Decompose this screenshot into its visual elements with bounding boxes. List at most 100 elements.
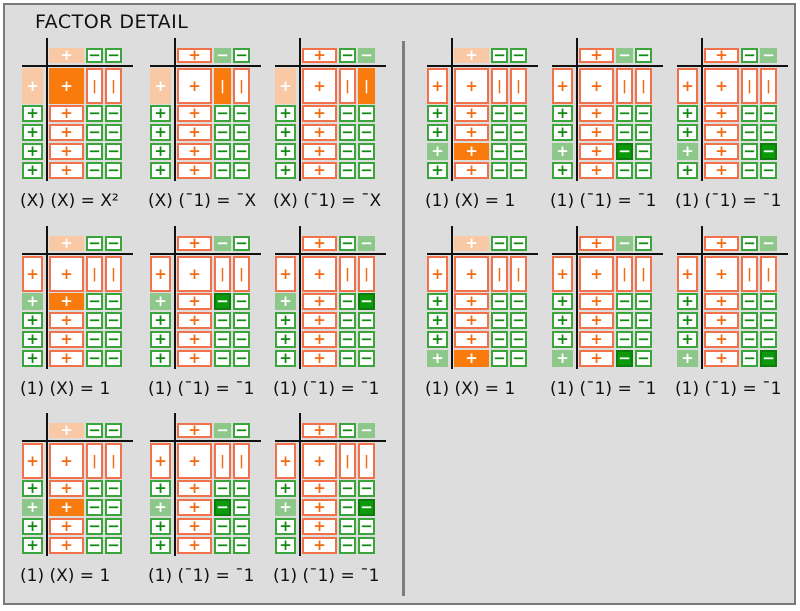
product-neg1-tile: − [86,518,103,535]
minus-icon: − [512,349,525,367]
product-neg1-tile: − [339,143,356,160]
plus-icon: + [154,451,167,470]
plus-icon: + [556,76,569,95]
plus-icon: + [188,349,201,367]
left-x-tile: + [22,68,43,104]
product-x2-tile: + [302,443,337,479]
vertical-axis-line [451,38,453,181]
plus-icon: + [431,311,444,329]
panel-title: FACTOR DETAIL [35,11,189,33]
plus-icon: + [154,536,167,554]
product-negx-tile: | [339,68,356,104]
plus-icon: + [188,498,201,516]
plus-icon: + [431,330,444,348]
product-negx-tile: | [214,256,231,292]
left-unit-tile: + [150,312,171,329]
plus-icon: + [60,46,73,64]
factor-equation: (1) (X) = 1 [20,566,111,586]
plus-icon: + [313,421,326,439]
vertical-axis-line [701,226,703,369]
plus-icon: + [313,479,326,497]
product-neg1-tile: − [105,537,122,554]
product-neg1-tile: − [233,331,250,348]
plus-icon: + [465,76,478,95]
plus-icon: + [590,292,603,310]
vertical-axis-line [451,226,453,369]
product-neg1-tile: − [86,312,103,329]
plus-icon: + [556,311,569,329]
factor-equation: (1) (¯1) = ¯1 [550,379,657,399]
plus-icon: + [60,451,73,470]
factor-equation: (1) (¯1) = ¯1 [148,379,255,399]
factor-diagram-r1: + − − + + + + + + | | + − − + − − + − − + − − (1) (X) = 1 [425,38,552,233]
bar-icon: | [92,266,97,282]
bar-icon: | [766,266,771,282]
product-neg1-tile: − [214,162,231,179]
minus-icon: − [341,123,354,141]
bar-icon: | [111,453,116,469]
minus-icon: − [743,292,756,310]
product-x-tile: + [302,350,337,367]
factor-diagram-l5: + − − + + + + + + | | + − − + − − + − − + − − (1) (¯1) = ¯1 [148,226,275,421]
minus-icon: − [512,161,525,179]
minus-icon: − [360,142,373,160]
bar-icon: | [220,78,225,94]
minus-icon: − [235,479,248,497]
minus-icon: − [743,123,756,141]
left-x-tile: + [22,256,43,292]
top-neg1-tile: − [616,48,633,63]
plus-icon: + [465,161,478,179]
plus-icon: + [26,161,39,179]
minus-icon: − [235,421,248,439]
horizontal-axis-line [22,253,133,255]
left-x-tile: + [427,256,448,292]
minus-icon: − [235,142,248,160]
horizontal-axis-line [677,253,788,255]
product-neg1-tile: − [491,162,508,179]
product-x2-tile: + [704,256,739,292]
product-neg1-tile: − [358,124,375,141]
top-x-tile: + [302,236,337,251]
product-neg1-tile: − [86,293,103,310]
product-x-tile: + [302,162,337,179]
plus-icon: + [60,517,73,535]
product-neg1-tile: − [339,499,356,516]
plus-icon: + [590,264,603,283]
product-x-tile: + [454,331,489,348]
product-neg1-tile: − [491,312,508,329]
product-neg1-tile: − [233,162,250,179]
factor-diagram-l3: + − − + + + + + + | | + − − + − − + − − + − − (X) (¯1) = ¯X [273,38,400,233]
minus-icon: − [216,479,229,497]
minus-icon: − [235,498,248,516]
left-unit-tile: + [427,350,448,367]
product-neg1-tile: − [86,499,103,516]
product-neg1-tile: − [214,105,231,122]
left-unit-tile: + [552,143,573,160]
top-neg1-tile: − [214,423,231,438]
product-neg1-tile: − [105,499,122,516]
product-neg1-tile: − [233,499,250,516]
left-x-tile: + [552,256,573,292]
left-unit-tile: + [150,143,171,160]
product-x-tile: + [302,499,337,516]
product-x-tile: + [704,124,739,141]
minus-icon: − [637,104,650,122]
top-x-tile: + [49,423,84,438]
left-unit-tile: + [275,499,296,516]
factor-equation: (1) (¯1) = ¯1 [675,379,782,399]
plus-icon: + [26,349,39,367]
plus-icon: + [313,104,326,122]
minus-icon: − [88,292,101,310]
product-neg1-tile: − [105,143,122,160]
top-neg1-tile: − [616,236,633,251]
minus-icon: − [216,536,229,554]
product-neg1-tile: − [105,293,122,310]
plus-icon: + [715,161,728,179]
plus-icon: + [715,234,728,252]
product-x-tile: + [704,350,739,367]
product-x2-tile: + [579,68,614,104]
minus-icon: − [743,234,756,252]
product-x-tile: + [177,350,212,367]
minus-icon: − [216,517,229,535]
left-x-tile: + [275,443,296,479]
